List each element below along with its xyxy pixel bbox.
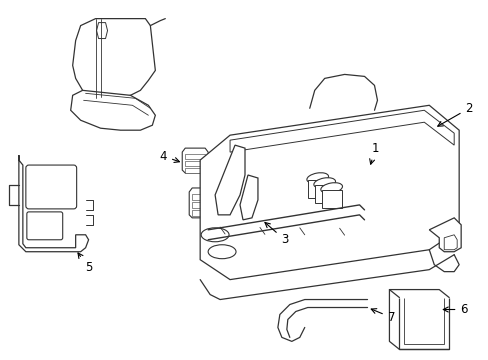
Polygon shape	[443, 235, 456, 250]
Polygon shape	[192, 194, 213, 200]
Polygon shape	[182, 148, 208, 173]
Polygon shape	[19, 155, 88, 252]
Text: 6: 6	[442, 303, 467, 316]
Polygon shape	[96, 23, 107, 39]
FancyBboxPatch shape	[27, 212, 62, 240]
Polygon shape	[192, 202, 213, 208]
Polygon shape	[240, 175, 258, 220]
Polygon shape	[71, 90, 155, 130]
Polygon shape	[229, 110, 453, 152]
Text: 3: 3	[264, 222, 288, 246]
Polygon shape	[399, 298, 448, 349]
Ellipse shape	[208, 245, 236, 259]
Polygon shape	[189, 188, 218, 218]
Polygon shape	[215, 145, 244, 215]
Text: 1: 1	[369, 141, 379, 164]
Ellipse shape	[306, 173, 328, 183]
Ellipse shape	[320, 183, 342, 193]
Polygon shape	[185, 168, 205, 173]
Text: 4: 4	[159, 150, 179, 163]
Polygon shape	[307, 180, 327, 198]
Polygon shape	[404, 298, 443, 345]
Polygon shape	[185, 154, 205, 159]
Polygon shape	[314, 185, 334, 203]
Polygon shape	[321, 190, 341, 208]
Text: 7: 7	[370, 309, 394, 324]
Text: 5: 5	[78, 253, 92, 274]
Ellipse shape	[201, 228, 228, 242]
Polygon shape	[428, 218, 460, 252]
Ellipse shape	[313, 178, 335, 188]
Text: 2: 2	[437, 102, 472, 126]
Polygon shape	[185, 161, 205, 166]
Polygon shape	[200, 105, 458, 280]
Polygon shape	[73, 19, 155, 100]
Polygon shape	[192, 210, 213, 216]
FancyBboxPatch shape	[26, 165, 77, 209]
